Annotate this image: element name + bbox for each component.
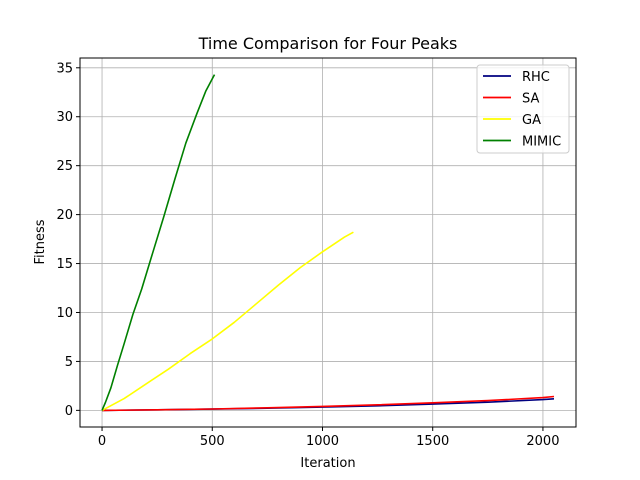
- y-tick-label: 15: [56, 257, 73, 272]
- y-tick-label: 5: [65, 355, 73, 370]
- y-tick-label: 35: [56, 61, 73, 76]
- series-line-sa: [101, 395, 555, 412]
- legend-label-sa: SA: [522, 92, 539, 107]
- legend-label-mimic: MIMIC: [522, 135, 561, 150]
- series-layer: [101, 74, 555, 412]
- y-tick-label: 0: [65, 404, 73, 419]
- x-tick-label: 500: [200, 434, 225, 449]
- y-tick-label: 20: [56, 208, 73, 223]
- legend: RHC SA GA MIMIC: [476, 64, 570, 154]
- y-tick-label: 25: [56, 159, 73, 174]
- x-axis-label: Iteration: [300, 456, 355, 471]
- x-tick-label: 1500: [416, 434, 449, 449]
- chart-title: Time Comparison for Four Peaks: [198, 34, 458, 53]
- y-tick-label: 10: [56, 306, 73, 321]
- legend-label-rhc: RHC: [522, 70, 550, 85]
- legend-label-ga: GA: [522, 113, 541, 128]
- x-tick-label: 1000: [306, 434, 339, 449]
- ticks: 0 500 1000 1500 2000 0 5 10 15 20 25 30 35: [56, 61, 559, 449]
- series-line-ga: [101, 231, 354, 412]
- y-tick-label: 30: [56, 110, 73, 125]
- x-tick-label: 0: [98, 434, 106, 449]
- y-axis-label: Fitness: [33, 219, 48, 264]
- legend-box: [476, 64, 570, 154]
- series-line-mimic: [101, 74, 216, 411]
- x-tick-label: 2000: [526, 434, 559, 449]
- grid: [80, 58, 576, 427]
- plot-frame: [79, 57, 577, 428]
